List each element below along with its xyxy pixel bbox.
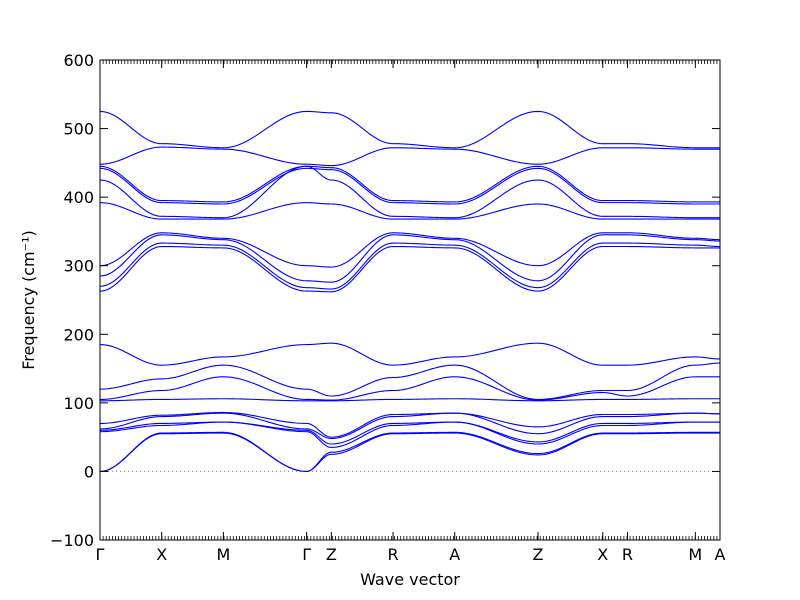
band-line-5: [99, 165, 720, 219]
band-line-10: [99, 245, 720, 293]
y-tick-label: 0: [84, 462, 94, 481]
band-line-13: [99, 376, 720, 401]
x-tick-label: R: [387, 545, 398, 564]
x-tick-label: Γ: [302, 545, 311, 564]
y-tick-label: −100: [50, 531, 94, 550]
band-line-3: [99, 165, 720, 203]
band-line-2: [99, 146, 720, 167]
band-line-7: [99, 232, 721, 268]
y-axis-ticks: −100 0 100 200 300 400 500 600: [50, 51, 720, 550]
y-axis-label: Frequency (cm⁻¹): [19, 230, 38, 369]
x-tick-label: Z: [326, 545, 337, 564]
y-tick-label: 500: [63, 120, 94, 139]
y-tick-label: 600: [63, 51, 94, 70]
x-tick-label: A: [449, 545, 460, 564]
x-tick-label: R: [622, 545, 633, 564]
minor-tick-layer: [99, 60, 718, 540]
band-line-12: [99, 362, 720, 400]
x-tick-label: M: [688, 545, 702, 564]
y-tick-label: 200: [63, 325, 94, 344]
x-tick-label: M: [216, 545, 230, 564]
band-line-11: [99, 342, 721, 366]
band-line-1: [99, 110, 720, 149]
x-tick-label: Z: [533, 545, 544, 564]
band-line-9: [99, 242, 720, 290]
band-line-6: [99, 202, 720, 220]
band-line-16: [99, 412, 720, 440]
x-tick-label: A: [715, 545, 726, 564]
band-line-14: [99, 398, 720, 402]
x-tick-label: Γ: [96, 545, 105, 564]
band-line-19: [99, 431, 720, 472]
y-tick-label: 400: [63, 188, 94, 207]
band-line-20: [99, 432, 720, 472]
band-line-4: [99, 167, 720, 205]
plot-frame: [99, 59, 721, 541]
x-axis-label: Wave vector: [360, 570, 460, 589]
band-line-15: [99, 411, 720, 438]
y-tick-label: 300: [63, 257, 94, 276]
y-tick-label: 100: [63, 394, 94, 413]
band-line-8: [99, 234, 721, 283]
x-tick-label: X: [156, 545, 167, 564]
x-tick-label: X: [597, 545, 608, 564]
band-series-layer: [99, 110, 721, 472]
band-line-18: [99, 421, 720, 448]
